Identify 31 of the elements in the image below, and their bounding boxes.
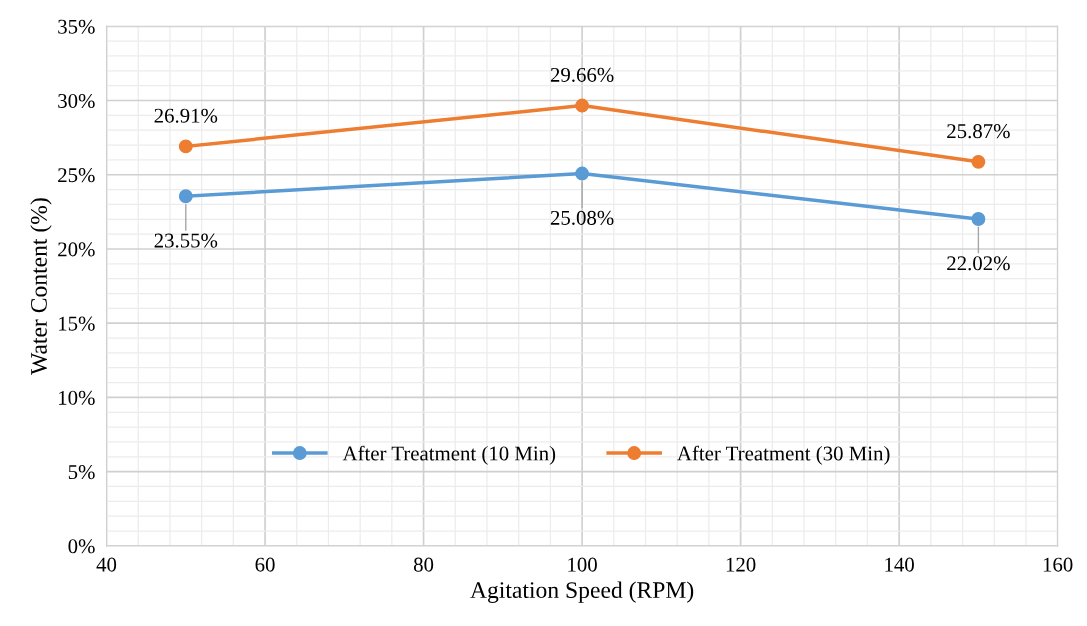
y-tick-label: 10% [59,390,95,405]
x-tick-label: 40 [96,557,117,572]
y-tick-label: 20% [58,242,95,257]
data-label: 25.87% [947,124,1010,139]
data-label: 29.66% [550,67,614,82]
data-label: 22.02% [947,256,1010,271]
y-tick-label: 30% [58,93,95,109]
y-tick-label: 25% [58,168,95,183]
point [971,154,986,169]
y-tick-label: 0% [68,539,95,554]
data-label: 26.91% [154,108,218,123]
y-tick-label: 5% [68,465,95,480]
x-tick-label: 100 [568,557,597,572]
y-tick-label: 35% [58,19,95,34]
y-axis-title: Water Content (%) [30,198,52,375]
point [178,139,193,154]
y-tick-label: 15% [59,316,95,331]
x-tick-label: 160 [1043,557,1073,572]
x-tick-label: 80 [413,557,434,572]
x-tick-label: 140 [885,557,914,572]
point [575,98,590,113]
legend-label: After Treatment (30 Min) [677,445,890,465]
point [971,212,986,226]
legend-label: After Treatment (10 Min) [342,445,556,465]
data-label: 25.08% [550,210,614,225]
point [178,189,193,204]
data-label: 23.55% [154,233,218,248]
point [575,166,590,181]
x-tick-label: 60 [255,557,275,572]
x-tick-label: 120 [726,557,756,572]
x-axis-title: Agitation Speed (RPM) [470,581,694,603]
